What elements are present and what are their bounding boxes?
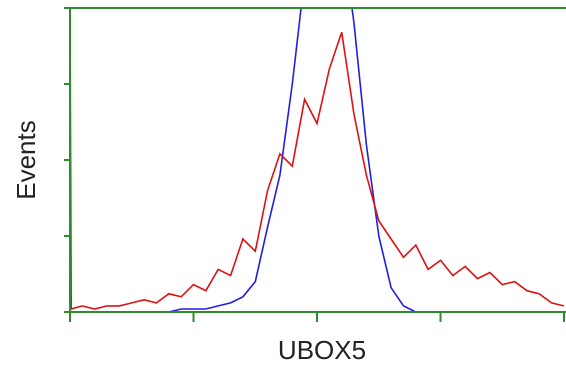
plot-area: [70, 8, 564, 312]
histogram-line: [70, 8, 564, 312]
y-axis-label: Events: [11, 120, 41, 200]
x-axis-label: UBOX5: [278, 335, 366, 365]
histogram-line: [70, 8, 564, 311]
